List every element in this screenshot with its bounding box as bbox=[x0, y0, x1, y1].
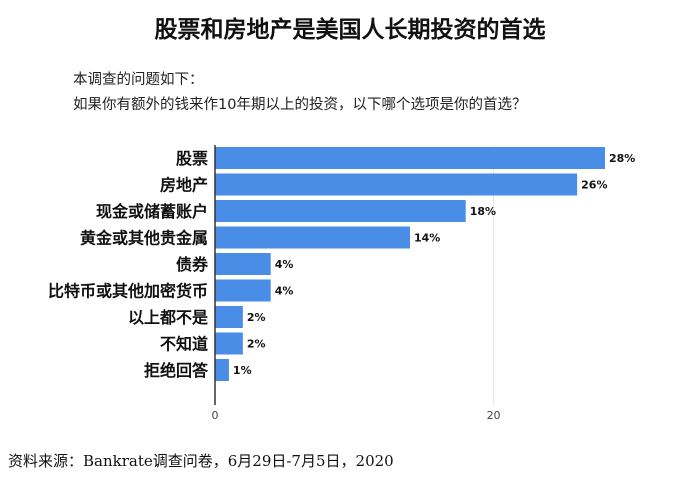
bar-5 bbox=[215, 279, 271, 302]
category-label-6: 以上都不是 bbox=[128, 308, 208, 327]
bar-6 bbox=[215, 306, 243, 328]
category-label-1: 房地产 bbox=[160, 176, 208, 195]
survey-question-intro: 本调查的问题如下： bbox=[73, 72, 204, 88]
chart-title: 股票和房地产是美国人长期投资的首选 bbox=[154, 16, 546, 43]
bar-7 bbox=[215, 332, 243, 355]
value-label-8: 1% bbox=[233, 364, 252, 377]
survey-question-text: 如果你有额外的钱来作10年期以上的投资，以下哪个选项是你的首选？ bbox=[73, 97, 527, 113]
source-note: 资料来源：Bankrate调查问卷，6月29日-7月5日，2020 bbox=[8, 452, 394, 470]
value-label-3: 14% bbox=[414, 232, 440, 245]
x-tick-label-0: 0 bbox=[212, 409, 219, 422]
category-label-5: 比特币或其他加密货币 bbox=[48, 282, 208, 301]
category-label-8: 拒绝回答 bbox=[144, 361, 209, 380]
x-tick-label-1: 20 bbox=[487, 409, 501, 422]
value-label-2: 18% bbox=[470, 205, 496, 218]
category-label-0: 股票 bbox=[176, 149, 208, 168]
bar-1 bbox=[215, 173, 578, 196]
value-label-6: 2% bbox=[247, 311, 266, 324]
value-label-1: 26% bbox=[581, 179, 607, 192]
category-label-2: 现金或储蓄账户 bbox=[96, 202, 208, 221]
bar-4 bbox=[215, 253, 271, 275]
value-label-5: 4% bbox=[275, 285, 294, 298]
bar-8 bbox=[215, 359, 229, 381]
category-label-3: 黄金或其他贵金属 bbox=[80, 229, 208, 248]
bar-2 bbox=[215, 200, 466, 222]
value-label-4: 4% bbox=[275, 258, 294, 271]
bar-3 bbox=[215, 226, 410, 249]
bar-0 bbox=[215, 147, 605, 169]
value-label-0: 28% bbox=[609, 152, 635, 165]
value-label-7: 2% bbox=[247, 338, 266, 351]
category-label-7: 不知道 bbox=[160, 335, 208, 354]
category-label-4: 债券 bbox=[176, 255, 209, 274]
